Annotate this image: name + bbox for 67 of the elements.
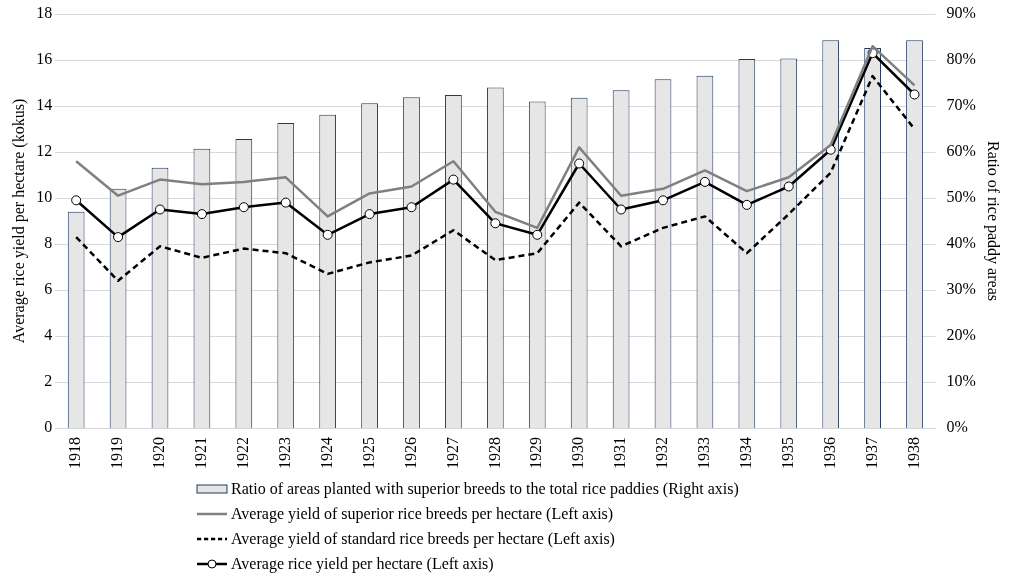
- x-tick-label: 1931: [611, 437, 629, 469]
- y-tick-label: 14: [36, 96, 53, 114]
- point: [574, 158, 585, 169]
- x-tick-label: 1933: [695, 437, 713, 469]
- y2-tick-label: 70%: [946, 96, 976, 114]
- point: [280, 197, 291, 208]
- x-tick-label: 1925: [359, 437, 377, 469]
- point: [699, 176, 710, 187]
- x-tick-label: 1937: [862, 437, 880, 469]
- x-tick-label: 1930: [569, 437, 587, 469]
- y-tick-label: 8: [44, 234, 53, 252]
- line-series: [74, 74, 916, 283]
- point: [532, 229, 543, 240]
- y2-tick-label: 10%: [946, 372, 976, 390]
- y2-tick-label: 50%: [946, 188, 976, 206]
- x-tick-label: 1934: [737, 437, 755, 469]
- legend-label: Average yield of standard rice breeds per hectare (Left axis): [231, 529, 615, 550]
- x-tick-label: 1929: [527, 437, 545, 469]
- y2-tick-label: 40%: [946, 234, 976, 252]
- x-tick-label: 1919: [108, 437, 126, 469]
- x-tick-label: 1923: [275, 437, 293, 469]
- legend-label: Average rice yield per hectare (Left axis): [231, 554, 494, 575]
- y2-tick-label: 60%: [946, 142, 976, 160]
- point: [658, 195, 669, 206]
- point: [783, 181, 794, 192]
- x-tick-label: 1918: [66, 437, 84, 469]
- legend-label: Average yield of superior rice breeds per hectare (Left axis): [231, 504, 614, 525]
- x-tick-label: 1927: [443, 437, 461, 469]
- y-tick-label: 18: [36, 4, 53, 22]
- point: [616, 204, 627, 215]
- y-tick-label: 10: [36, 188, 53, 206]
- y2-axis-title: Ratio of rice paddy areas: [984, 141, 1003, 301]
- point: [490, 218, 501, 229]
- y-tick-label: 6: [44, 280, 53, 298]
- point: [406, 202, 417, 213]
- legend-label: Ratio of areas planted with superior breeds to the total rice paddies (Right axis): [231, 479, 739, 500]
- x-tick-label: 1924: [317, 437, 335, 469]
- point: [238, 202, 249, 213]
- y2-tick-label: 90%: [946, 4, 976, 22]
- x-tick-label: 1938: [904, 437, 922, 469]
- x-tick-label: 1926: [401, 437, 419, 469]
- x-tick-label: 1920: [150, 437, 168, 469]
- x-tick-label: 1921: [192, 437, 210, 469]
- x-tick-label: 1936: [820, 437, 838, 469]
- x-tick-label: 1922: [234, 437, 252, 469]
- x-tick-label: 1932: [653, 437, 671, 469]
- point: [196, 209, 207, 220]
- point: [448, 174, 459, 185]
- point: [113, 232, 124, 243]
- point: [154, 204, 165, 215]
- y2-tick-label: 0%: [946, 418, 968, 436]
- point: [741, 199, 752, 210]
- y-tick-label: 4: [44, 326, 53, 344]
- y-tick-label: 2: [44, 372, 53, 390]
- point: [909, 89, 920, 100]
- x-tick-label: 1928: [485, 437, 503, 469]
- y-tick-label: 16: [36, 50, 53, 68]
- point: [322, 229, 333, 240]
- x-tick-label: 1935: [778, 437, 796, 469]
- y2-tick-label: 30%: [946, 280, 976, 298]
- y-tick-label: 12: [36, 142, 53, 160]
- y2-tick-label: 80%: [946, 50, 976, 68]
- y-axis-title: Average rice yield per hectare (kokus): [9, 98, 28, 344]
- point: [364, 209, 375, 220]
- point: [71, 195, 82, 206]
- y2-tick-label: 20%: [946, 326, 976, 344]
- y-tick-label: 0: [44, 418, 53, 436]
